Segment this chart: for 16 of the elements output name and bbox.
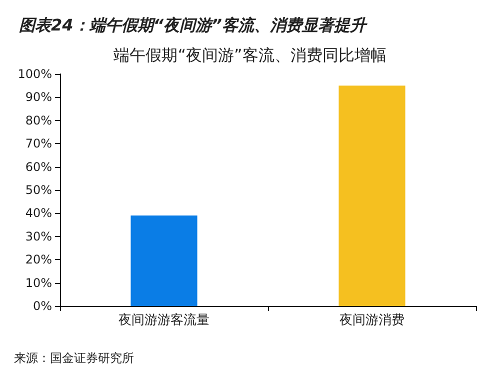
chart-title: 图表24：端午假期“夜间游”客流、消费显著提升: [19, 16, 368, 34]
x-tick-label: 夜间游消费: [340, 312, 404, 328]
y-tick-label: 60%: [25, 160, 52, 174]
y-tick-label: 80%: [25, 113, 52, 128]
x-tick-label: 夜间游游客流量: [118, 312, 210, 328]
y-tick-label: 0%: [32, 299, 52, 313]
y-tick-label: 90%: [25, 90, 52, 104]
y-tick-label: 20%: [25, 252, 52, 267]
y-tick-label: 30%: [25, 229, 52, 244]
source-note: 来源：国金证券研究所: [14, 351, 134, 365]
y-tick-label: 10%: [25, 276, 52, 290]
y-tick-label: 70%: [25, 136, 52, 151]
y-tick-label: 100%: [18, 67, 52, 81]
y-tick-label: 40%: [25, 206, 52, 220]
y-tick-label: 50%: [25, 183, 52, 197]
chart-subtitle: 端午假期“夜间游”客流、消费同比增幅: [114, 46, 386, 64]
